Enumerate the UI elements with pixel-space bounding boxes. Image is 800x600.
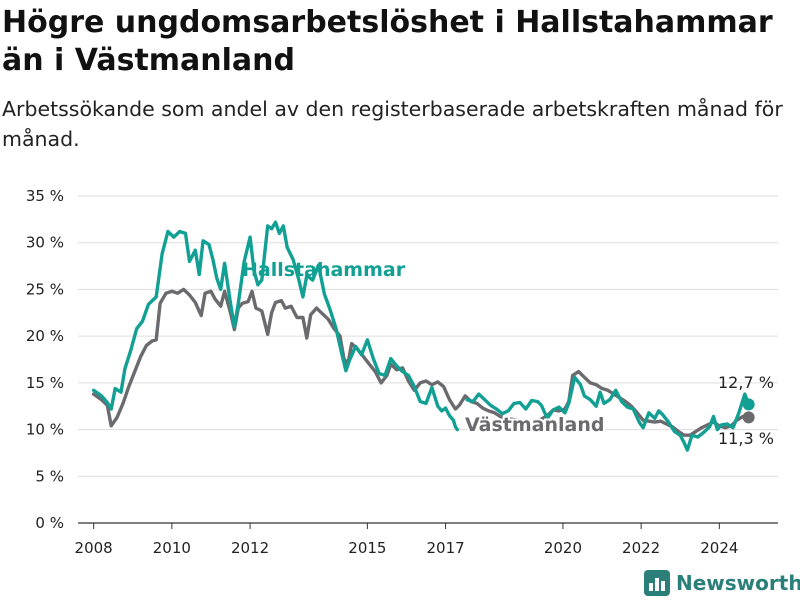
series-labels: Hallstahammar Västmanland 12,7 % 11,3 % [242, 259, 776, 450]
y-tick-label: 25 % [26, 280, 64, 298]
y-tick-label: 15 % [26, 374, 64, 392]
series-line-vastmanland [91, 287, 532, 428]
x-tick-label: 2012 [231, 539, 269, 557]
brand-name: Newsworthy [676, 571, 800, 595]
x-tick-label: 2015 [348, 539, 386, 557]
y-tick-label: 5 % [35, 467, 64, 485]
x-tick-label: 2017 [427, 539, 465, 557]
x-tick-label: 2008 [75, 539, 113, 557]
y-tick-label: 20 % [26, 327, 64, 345]
series-line-hallstahammar [465, 375, 751, 452]
y-tick-label: 35 % [26, 187, 64, 205]
x-axis: 2008 2010 2012 2015 2017 2020 2022 2024 [75, 522, 778, 557]
brand-logo: Newsworthy [644, 568, 800, 598]
end-value-vastmanland: 11,3 % [718, 429, 774, 448]
end-point-vastmanland [742, 411, 755, 424]
y-tick-label: 0 % [35, 514, 64, 532]
y-tick-label: 30 % [26, 234, 64, 252]
chart-subtitle: Arbetssökande som andel av den registerb… [2, 97, 783, 151]
series-line-hallstahammar [91, 220, 459, 432]
series-lines [91, 220, 755, 452]
series-label-vastmanland: Västmanland [465, 414, 605, 436]
chart-title: Högre ungdomsarbetslöshet i Hallstahamma… [2, 5, 773, 78]
newsworthy-logo-icon [644, 570, 670, 596]
x-tick-label: 2024 [700, 539, 738, 557]
series-label-hallstahammar: Hallstahammar [242, 259, 406, 281]
end-point-hallstahammar [742, 398, 755, 411]
x-tick-label: 2010 [153, 539, 191, 557]
y-tick-label: 10 % [26, 421, 64, 439]
end-value-hallstahammar: 12,7 % [718, 373, 774, 392]
x-tick-label: 2020 [544, 539, 582, 557]
grid-lines [78, 195, 778, 524]
x-tick-label: 2022 [622, 539, 660, 557]
y-axis-ticks: 0 % 5 % 10 % 15 % 20 % 25 % 30 % 35 % [26, 187, 64, 532]
